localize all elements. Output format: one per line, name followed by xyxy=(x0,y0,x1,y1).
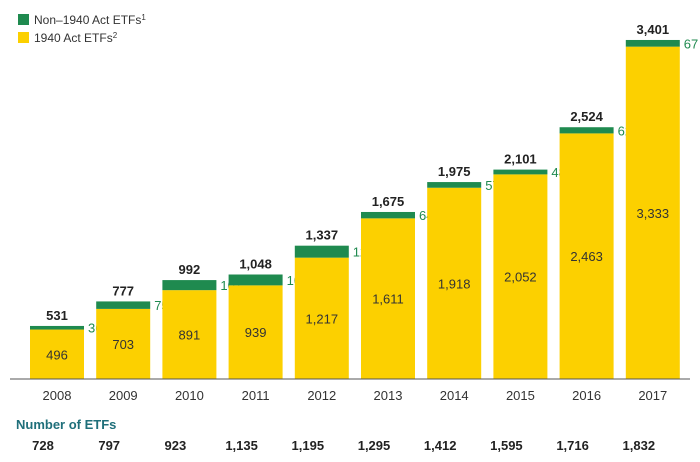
x-tick-2012: 2012 xyxy=(307,388,336,403)
bar-non1940-2011 xyxy=(228,274,283,286)
etf-count-2012: 1,195 xyxy=(292,438,325,453)
total-label-2008: 531 xyxy=(46,308,68,323)
x-tick-2015: 2015 xyxy=(506,388,535,403)
bar-non1940-2010 xyxy=(162,280,217,291)
value-label-1940-2014: 1,918 xyxy=(438,276,471,291)
x-tick-2013: 2013 xyxy=(374,388,403,403)
value-label-1940-2012: 1,217 xyxy=(306,311,339,326)
total-label-2017: 3,401 xyxy=(637,22,670,37)
bars-layer: 49636531703757778911019929391091,0481,21… xyxy=(30,22,698,380)
total-label-2015: 2,101 xyxy=(504,152,537,167)
bar-non1940-2013 xyxy=(361,211,415,219)
x-tick-layer: 2008 2009 2010 2011 2012 2013 2014 2015 2016 2017 xyxy=(43,388,668,403)
bar-non1940-2008 xyxy=(30,325,84,330)
x-tick-2016: 2016 xyxy=(572,388,601,403)
x-tick-2008: 2008 xyxy=(43,388,72,403)
x-tick-2014: 2014 xyxy=(440,388,469,403)
value-label-1940-2010: 891 xyxy=(179,328,201,343)
bar-1940-2011 xyxy=(228,285,283,379)
x-tick-2017: 2017 xyxy=(638,388,667,403)
bar-1940-2016 xyxy=(559,133,614,379)
total-label-2013: 1,675 xyxy=(372,194,405,209)
value-label-1940-2011: 939 xyxy=(245,325,267,340)
etf-count-2011: 1,135 xyxy=(225,438,258,453)
total-label-2011: 1,048 xyxy=(239,256,272,271)
x-tick-2011: 2011 xyxy=(242,388,270,403)
legend-swatch-non-1940 xyxy=(18,14,29,25)
value-label-1940-2013: 1,611 xyxy=(372,292,404,307)
etf-count-2014: 1,412 xyxy=(424,438,457,453)
bar-non1940-2016 xyxy=(559,127,614,134)
legend-label-1940: 1940 Act ETFs2 xyxy=(34,31,118,45)
value-label-1940-2009: 703 xyxy=(112,337,134,352)
value-label-1940-2008: 496 xyxy=(46,347,68,362)
total-label-2010: 992 xyxy=(179,262,201,277)
legend-label-non-1940: Non–1940 Act ETFs1 xyxy=(34,13,146,27)
value-label-1940-2015: 2,052 xyxy=(504,270,537,285)
x-tick-2010: 2010 xyxy=(175,388,204,403)
x-tick-2009: 2009 xyxy=(109,388,138,403)
bar-1940-2010 xyxy=(162,290,217,379)
bar-non1940-2015 xyxy=(493,169,548,175)
etf-count-2010: 923 xyxy=(165,438,187,453)
bar-1940-2009 xyxy=(96,308,151,379)
bar-1940-2017 xyxy=(625,46,680,380)
bar-1940-2008 xyxy=(30,329,84,379)
total-label-2012: 1,337 xyxy=(306,228,339,243)
bar-non1940-2012 xyxy=(294,245,349,258)
etf-count-2013: 1,295 xyxy=(358,438,391,453)
bar-non1940-2017 xyxy=(625,39,680,47)
bar-1940-2012 xyxy=(294,257,349,379)
etf-count-2015: 1,595 xyxy=(490,438,523,453)
legend-swatch-1940 xyxy=(18,32,29,43)
total-label-2016: 2,524 xyxy=(570,109,603,124)
bar-non1940-2009 xyxy=(96,301,151,309)
bar-1940-2013 xyxy=(361,218,415,379)
total-label-2009: 777 xyxy=(112,283,134,298)
value-label-1940-2016: 2,463 xyxy=(570,249,603,264)
number-of-etfs-title: Number of ETFs xyxy=(16,417,116,432)
value-label-1940-2017: 3,333 xyxy=(637,206,670,221)
etf-count-2016: 1,716 xyxy=(556,438,589,453)
total-label-2014: 1,975 xyxy=(438,164,471,179)
etf-count-2008: 728 xyxy=(32,438,54,453)
value-label-non1940-2017: 67 xyxy=(684,36,698,51)
bar-1940-2014 xyxy=(427,187,482,379)
legend: Non–1940 Act ETFs1 1940 Act ETFs2 xyxy=(18,13,146,45)
etf-count-2017: 1,832 xyxy=(623,438,656,453)
etf-count-2009: 797 xyxy=(98,438,120,453)
bar-non1940-2014 xyxy=(427,182,482,188)
etf-count-layer: 728 797 923 1,135 1,195 1,295 1,412 1,595 1,716 1… xyxy=(32,438,655,453)
bar-1940-2015 xyxy=(493,174,548,379)
